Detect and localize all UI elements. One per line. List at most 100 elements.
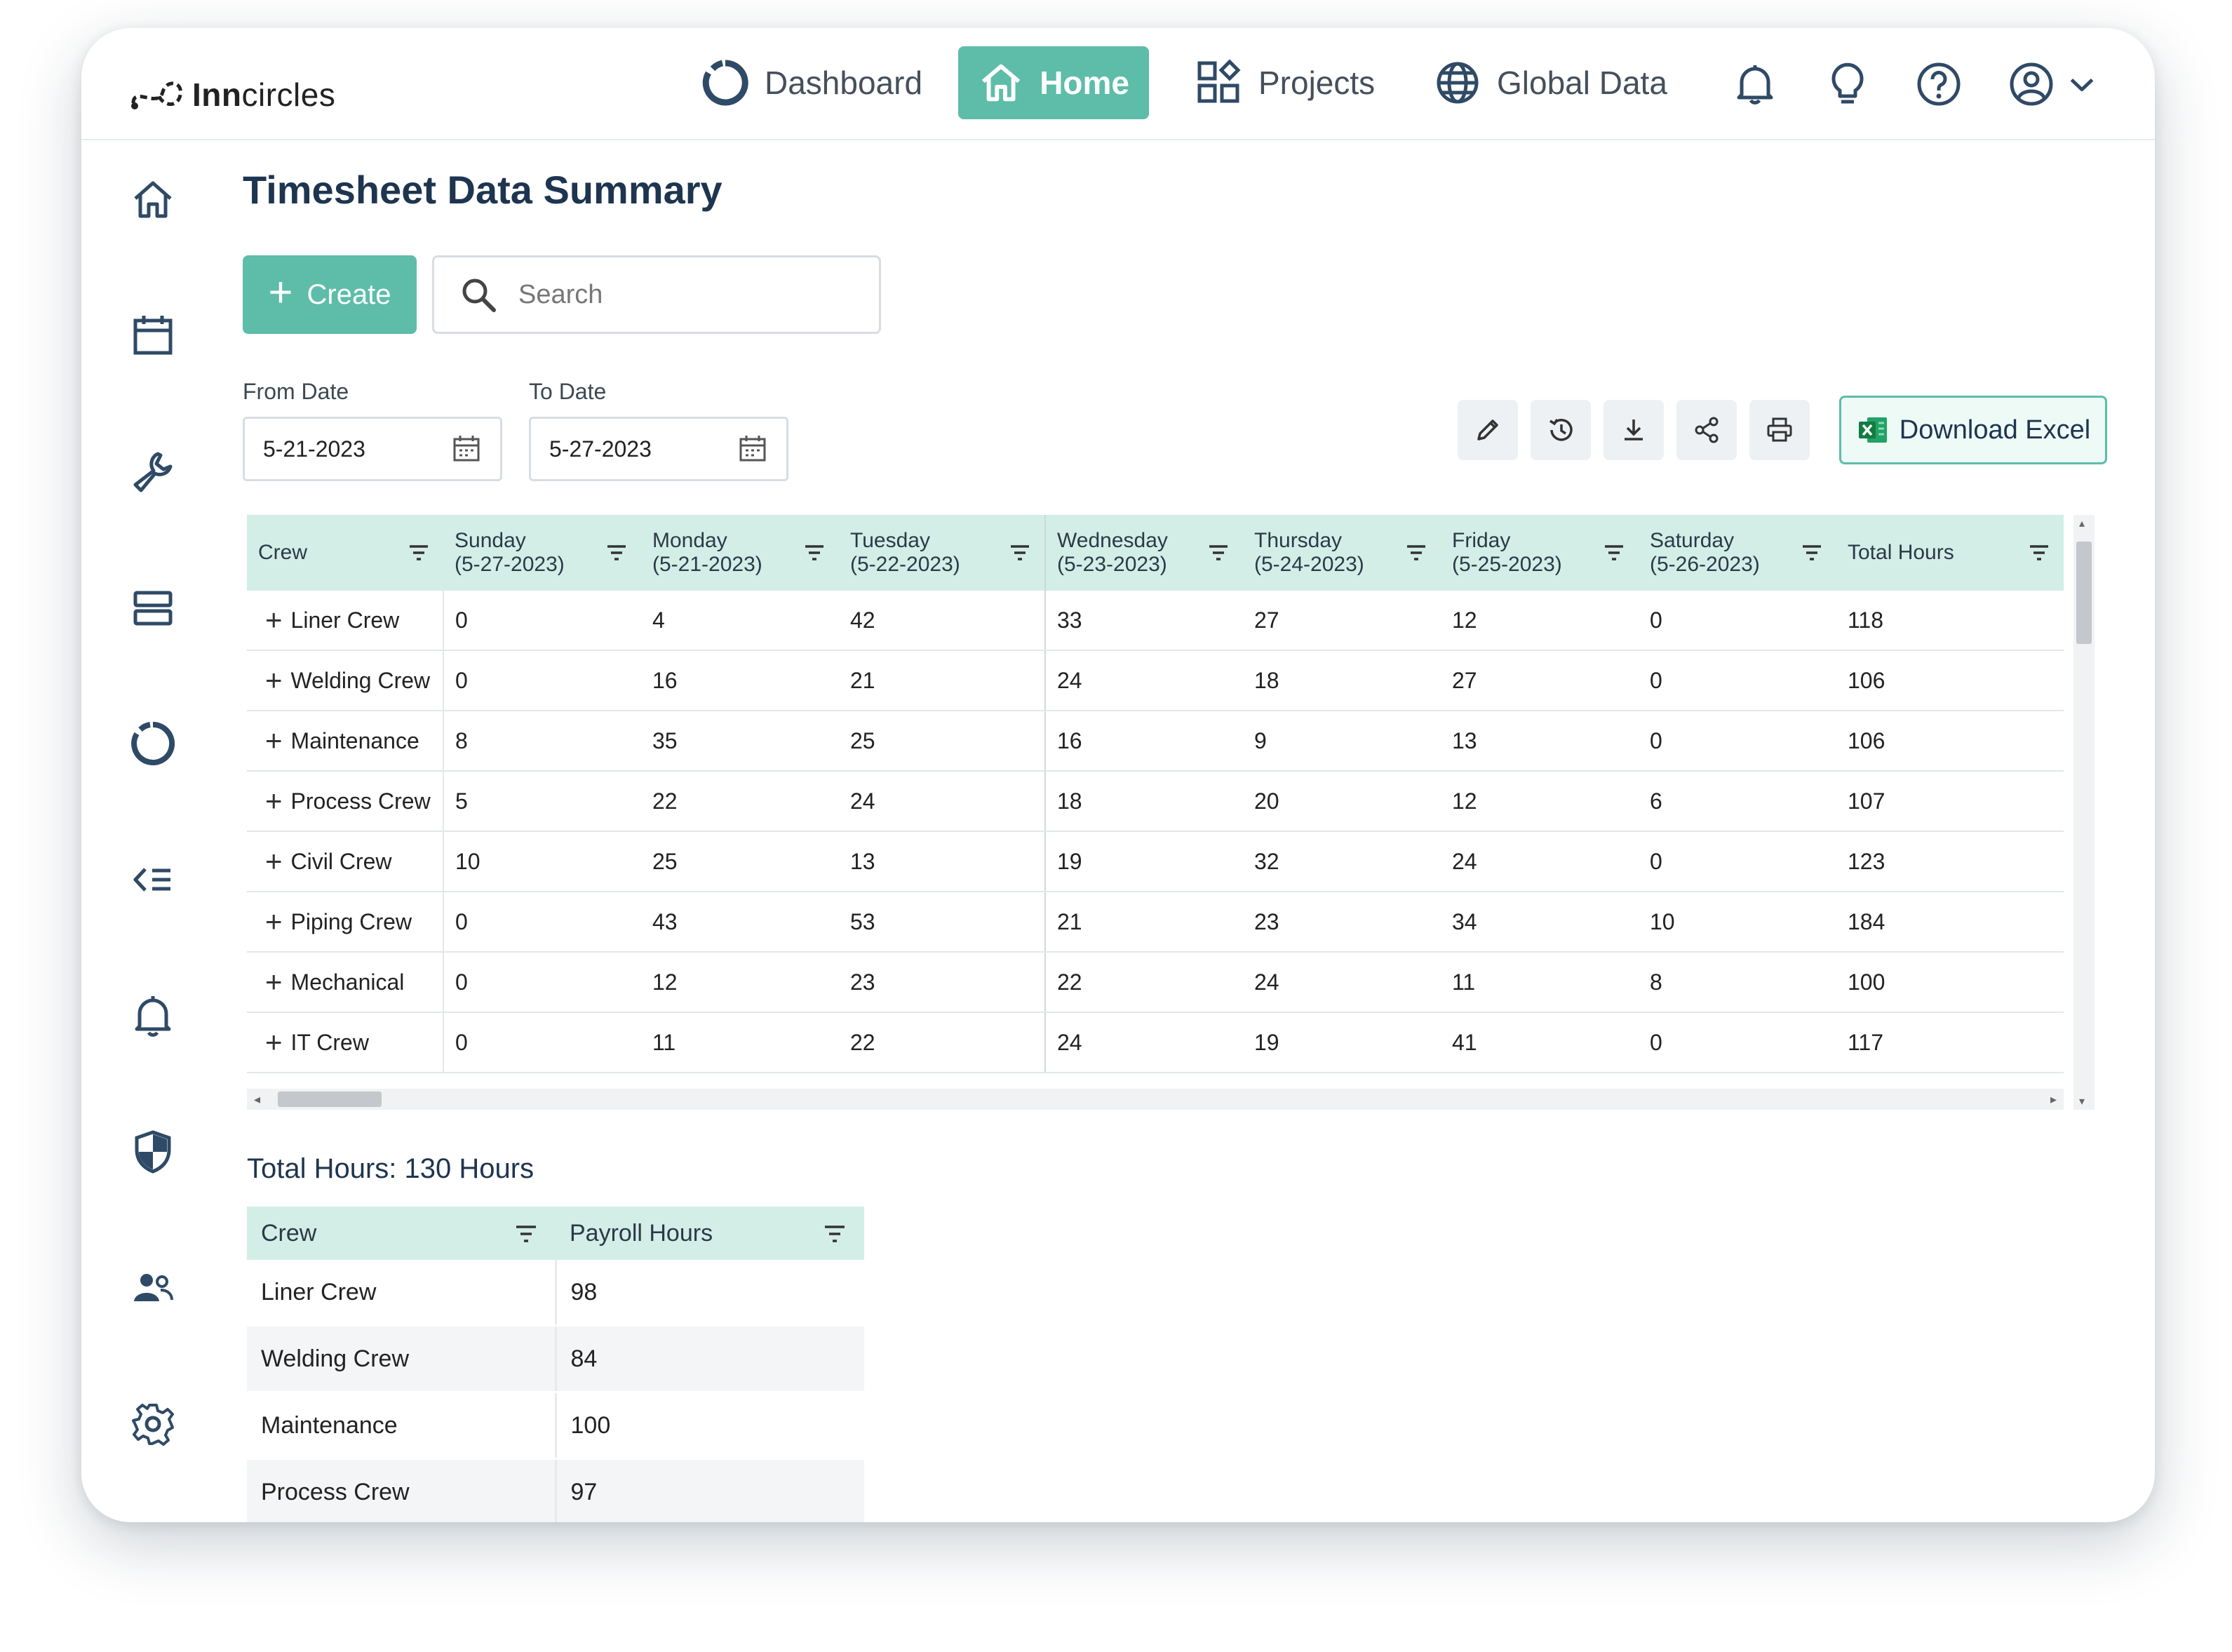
table-row[interactable]: + Process Crew 5 22 24 18 20 12 6 107 [247, 771, 2064, 832]
brand-logo[interactable]: Inncircles [128, 63, 335, 126]
expand-row-icon[interactable]: + [265, 905, 283, 938]
hours-cell: 25 [839, 711, 1045, 772]
payroll-column-hours[interactable]: Payroll Hours [556, 1207, 864, 1260]
table-row[interactable]: + IT Crew 0 11 22 24 19 41 0 117 [247, 1012, 2064, 1073]
horizontal-scrollbar[interactable]: ◂ ▸ [247, 1089, 2064, 1110]
total-hours-cell: 100 [1836, 952, 2064, 1013]
search-input[interactable] [517, 278, 842, 311]
filter-icon[interactable] [1206, 543, 1230, 563]
calendar-icon[interactable] [451, 434, 482, 464]
table-row[interactable]: + Maintenance 8 35 25 16 9 13 0 106 [247, 711, 2064, 772]
scroll-down-icon[interactable]: ▾ [2079, 1096, 2085, 1108]
edit-button[interactable] [1458, 400, 1518, 460]
column-header-wednesday[interactable]: Wednesday (5-23-2023) [1044, 515, 1243, 591]
download-excel-button[interactable]: Download Excel [1839, 396, 2107, 464]
table-row[interactable]: Maintenance 100 [247, 1392, 864, 1460]
hours-cell: 11 [1441, 952, 1639, 1013]
nav-global-data[interactable]: Global Data [1414, 46, 1687, 119]
sidebar-item-notifications[interactable] [118, 981, 188, 1051]
sidebar-item-settings[interactable] [118, 1389, 188, 1459]
column-header-monday[interactable]: Monday (5-21-2023) [641, 515, 839, 591]
expand-row-icon[interactable]: + [265, 603, 283, 636]
hours-cell: 24 [1441, 831, 1639, 892]
calendar-icon[interactable] [737, 434, 768, 464]
sidebar-item-home[interactable] [118, 164, 188, 234]
hours-cell: 33 [1044, 591, 1243, 651]
from-date-field[interactable]: 5-21-2023 [243, 417, 502, 481]
table-row[interactable]: + Welding Crew 0 16 21 24 18 27 0 106 [247, 650, 2064, 711]
nav-dashboard[interactable]: Dashboard [682, 46, 942, 119]
filter-icon[interactable] [513, 1223, 539, 1244]
hours-cell: 25 [641, 831, 839, 892]
column-header-date: (5-25-2023) [1452, 553, 1562, 576]
column-header-saturday[interactable]: Saturday (5-26-2023) [1639, 515, 1836, 591]
expand-row-icon[interactable]: + [265, 965, 283, 998]
column-header-label: Saturday [1650, 529, 1735, 552]
scroll-right-icon[interactable]: ▸ [2050, 1092, 2057, 1106]
sidebar-item-dashboard[interactable] [118, 709, 188, 779]
crew-cell: + Mechanical [247, 952, 444, 1013]
payroll-column-crew[interactable]: Crew [247, 1207, 556, 1260]
vertical-scrollbar[interactable]: ▴ ▾ [2073, 515, 2095, 1110]
column-header-tuesday[interactable]: Tuesday (5-22-2023) [839, 515, 1045, 591]
table-row[interactable]: Process Crew 97 [247, 1458, 864, 1522]
print-button[interactable] [1749, 400, 1810, 460]
nav-home[interactable]: Home [958, 46, 1149, 119]
filter-icon[interactable] [1800, 543, 1824, 563]
sidebar-item-tasks[interactable] [118, 845, 188, 915]
expand-row-icon[interactable]: + [265, 1026, 283, 1059]
to-date-field[interactable]: 5-27-2023 [529, 417, 788, 481]
excel-icon [1858, 417, 1887, 443]
from-date-value: 5-21-2023 [263, 436, 365, 462]
to-date-label: To Date [529, 379, 607, 404]
sidebar-item-security[interactable] [118, 1117, 188, 1187]
filter-icon[interactable] [802, 543, 826, 563]
filter-icon[interactable] [605, 543, 628, 563]
filter-icon[interactable] [1602, 543, 1626, 563]
table-row[interactable]: + Liner Crew 0 4 42 33 27 12 0 118 [247, 591, 2064, 651]
user-menu-button[interactable] [2003, 56, 2059, 112]
sidebar-item-calendar[interactable] [118, 300, 188, 370]
expand-row-icon[interactable]: + [265, 664, 283, 697]
vertical-scroll-thumb[interactable] [2076, 542, 2092, 644]
filter-icon[interactable] [2027, 543, 2051, 563]
sidebar-item-users[interactable] [118, 1253, 188, 1323]
share-button[interactable] [1676, 400, 1737, 460]
column-header-total-hours[interactable]: Total Hours [1836, 515, 2064, 591]
ideas-button[interactable] [1820, 56, 1876, 112]
filter-icon[interactable] [407, 543, 431, 563]
hours-cell: 27 [1441, 650, 1639, 711]
nav-projects[interactable]: Projects [1176, 46, 1394, 119]
column-header-thursday[interactable]: Thursday (5-24-2023) [1243, 515, 1441, 591]
column-header-friday[interactable]: Friday (5-25-2023) [1441, 515, 1639, 591]
help-button[interactable] [1911, 56, 1967, 112]
create-button[interactable]: + Create [243, 255, 417, 334]
column-header-sunday[interactable]: Sunday (5-27-2023) [443, 515, 641, 591]
filter-icon[interactable] [1008, 543, 1032, 563]
column-header-crew[interactable]: Crew [247, 515, 443, 591]
page-title: Timesheet Data Summary [243, 168, 722, 212]
history-button[interactable] [1531, 400, 1591, 460]
sidebar-item-tools[interactable] [118, 436, 188, 506]
table-row[interactable]: + Mechanical 0 12 23 22 24 11 8 100 [247, 952, 2064, 1013]
hours-cell: 12 [641, 952, 839, 1013]
user-menu-chevron[interactable] [2061, 56, 2103, 112]
filter-icon[interactable] [822, 1223, 847, 1244]
column-header-label: Wednesday [1057, 529, 1168, 552]
horizontal-scroll-thumb[interactable] [278, 1092, 382, 1107]
search-box[interactable] [432, 255, 881, 334]
table-row[interactable]: Welding Crew 84 [247, 1325, 864, 1393]
table-row[interactable]: + Piping Crew 0 43 53 21 23 34 10 184 [247, 892, 2064, 953]
hours-cell: 4 [641, 591, 839, 651]
expand-row-icon[interactable]: + [265, 724, 283, 757]
scroll-left-icon[interactable]: ◂ [254, 1092, 261, 1106]
scroll-up-icon[interactable]: ▴ [2079, 518, 2085, 530]
expand-row-icon[interactable]: + [265, 845, 283, 878]
download-button[interactable] [1604, 400, 1664, 460]
notifications-button[interactable] [1727, 56, 1783, 112]
table-row[interactable]: + Civil Crew 10 25 13 19 32 24 0 123 [247, 831, 2064, 892]
sidebar-item-records[interactable] [118, 572, 188, 643]
filter-icon[interactable] [1404, 543, 1428, 563]
table-row[interactable]: Liner Crew 98 [247, 1260, 864, 1327]
expand-row-icon[interactable]: + [265, 784, 283, 817]
